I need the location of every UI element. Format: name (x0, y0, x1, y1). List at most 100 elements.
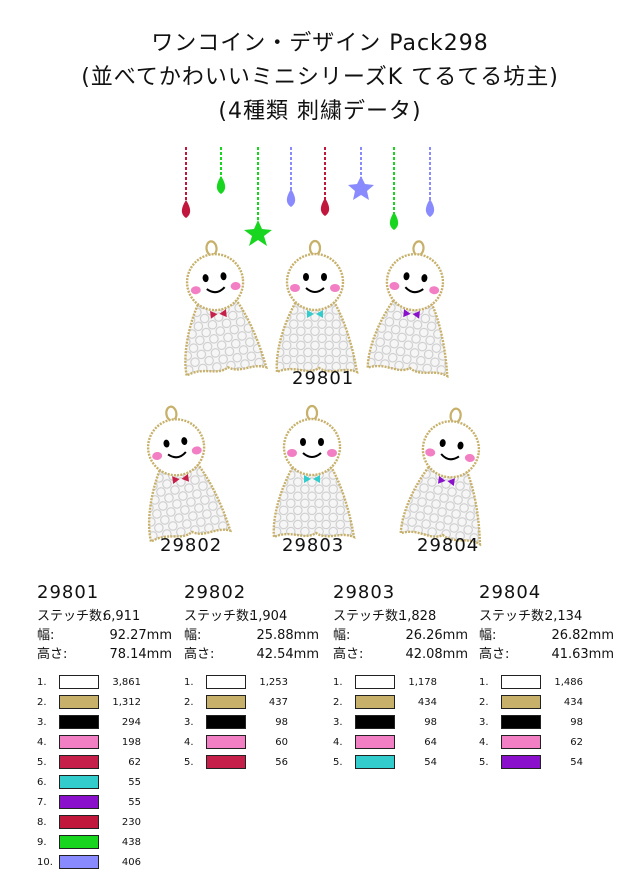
thread-stitch-count: 54 (570, 757, 583, 768)
page-title: ワンコイン・デザイン Pack298 (151, 31, 489, 56)
page-subtitle: (並べてかわいいミニシリーズK てるてる坊主) (81, 65, 559, 90)
thread-number: 5. (333, 757, 343, 768)
thread-stitch-count: 1,486 (554, 677, 583, 688)
design-label-29801: 29801 (292, 368, 355, 389)
thread-color-swatch (501, 735, 541, 749)
thread-number: 5. (479, 757, 489, 768)
spec-code: 29804 (479, 582, 542, 603)
thread-color-swatch (355, 735, 395, 749)
thread-number: 5. (184, 757, 194, 768)
thread-list: 1. 1,486 2. 434 3. 98 4. 62 5. 54 (479, 674, 614, 774)
thread-row: 5. 56 (184, 754, 319, 774)
thread-row: 8. 230 (37, 814, 172, 834)
thread-color-swatch (59, 735, 99, 749)
spec-info: ステッチ数: 6,911 幅: 92.27mm 高さ: 78.14mm (37, 607, 172, 664)
thread-row: 3. 294 (37, 714, 172, 734)
spec-code: 29803 (333, 582, 396, 603)
thread-number: 2. (479, 697, 489, 708)
thread-number: 9. (37, 837, 47, 848)
thread-row: 5. 54 (333, 754, 468, 774)
thread-color-swatch (59, 855, 99, 869)
spec-column-29803: 29803 ステッチ数: 1,828 幅: 26.26mm 高さ: 42.08mm 1… (333, 582, 468, 774)
thread-stitch-count: 64 (424, 737, 437, 748)
width-value: 26.82mm (551, 628, 614, 643)
thread-number: 1. (333, 677, 343, 688)
thread-row: 4. 60 (184, 734, 319, 754)
spec-code: 29801 (37, 582, 100, 603)
width-value: 26.26mm (405, 628, 468, 643)
thread-number: 1. (37, 677, 47, 688)
thread-stitch-count: 98 (275, 717, 288, 728)
thread-stitch-count: 62 (570, 737, 583, 748)
thread-row: 1. 1,486 (479, 674, 614, 694)
thread-number: 4. (479, 737, 489, 748)
thread-color-swatch (501, 715, 541, 729)
thread-color-swatch (59, 715, 99, 729)
thread-row: 3. 98 (333, 714, 468, 734)
width-label: 幅: (37, 628, 55, 643)
thread-row: 4. 198 (37, 734, 172, 754)
thread-color-swatch (59, 815, 99, 829)
thread-stitch-count: 437 (268, 697, 288, 708)
thread-stitch-count: 294 (121, 717, 141, 728)
teru-doll-29801-center (275, 239, 359, 374)
thread-row: 1. 1,253 (184, 674, 319, 694)
thread-number: 3. (184, 717, 194, 728)
thread-row: 1. 1,178 (333, 674, 468, 694)
height-value: 78.14mm (109, 647, 172, 662)
design-label-29803: 29803 (282, 535, 345, 556)
thread-row: 1. 3,861 (37, 674, 172, 694)
thread-stitch-count: 438 (121, 837, 141, 848)
thread-number: 4. (333, 737, 343, 748)
stitch-label: ステッチ数: (333, 609, 403, 624)
teru-doll-29803 (272, 404, 356, 539)
height-label: 高さ: (333, 647, 364, 662)
thread-color-swatch (206, 675, 246, 689)
hanging-ornaments (181, 147, 435, 246)
thread-row: 3. 98 (184, 714, 319, 734)
thread-number: 6. (37, 777, 47, 788)
thread-color-swatch (355, 715, 395, 729)
thread-number: 3. (37, 717, 47, 728)
thread-stitch-count: 1,178 (408, 677, 437, 688)
design-label-29802: 29802 (160, 535, 223, 556)
thread-stitch-count: 406 (121, 857, 141, 868)
thread-row: 2. 437 (184, 694, 319, 714)
thread-color-swatch (59, 675, 99, 689)
thread-list: 1. 3,861 2. 1,312 3. 294 4. 198 5. 62 6. 55 7. 55 8. 23… (37, 674, 172, 874)
thread-color-swatch (501, 695, 541, 709)
thread-color-swatch (59, 795, 99, 809)
stitch-label: ステッチ数: (184, 609, 254, 624)
width-value: 25.88mm (256, 628, 319, 643)
thread-number: 8. (37, 817, 47, 828)
thread-stitch-count: 55 (128, 777, 141, 788)
thread-stitch-count: 230 (121, 817, 141, 828)
thread-row: 4. 64 (333, 734, 468, 754)
thread-stitch-count: 434 (417, 697, 437, 708)
thread-color-swatch (59, 755, 99, 769)
thread-row: 7. 55 (37, 794, 172, 814)
stitch-count: 1,904 (250, 609, 288, 624)
width-label: 幅: (333, 628, 351, 643)
thread-color-swatch (206, 715, 246, 729)
thread-color-swatch (59, 775, 99, 789)
spec-info: ステッチ数: 1,904 幅: 25.88mm 高さ: 42.54mm (184, 607, 319, 664)
teru-doll-29801-left (171, 235, 268, 377)
thread-color-swatch (355, 755, 395, 769)
thread-stitch-count: 55 (128, 797, 141, 808)
thread-list: 1. 1,253 2. 437 3. 98 4. 60 5. 56 (184, 674, 319, 774)
stitch-label: ステッチ数: (479, 609, 549, 624)
height-label: 高さ: (37, 647, 68, 662)
thread-stitch-count: 60 (275, 737, 288, 748)
spec-code: 29802 (184, 582, 247, 603)
thread-stitch-count: 198 (121, 737, 141, 748)
thread-row: 6. 55 (37, 774, 172, 794)
thread-number: 7. (37, 797, 47, 808)
teru-doll-29802 (131, 399, 232, 543)
thread-row: 4. 62 (479, 734, 614, 754)
thread-stitch-count: 1,253 (259, 677, 288, 688)
spec-column-29802: 29802 ステッチ数: 1,904 幅: 25.88mm 高さ: 42.54mm 1… (184, 582, 319, 774)
thread-row: 9. 438 (37, 834, 172, 854)
height-label: 高さ: (479, 647, 510, 662)
thread-number: 3. (333, 717, 343, 728)
